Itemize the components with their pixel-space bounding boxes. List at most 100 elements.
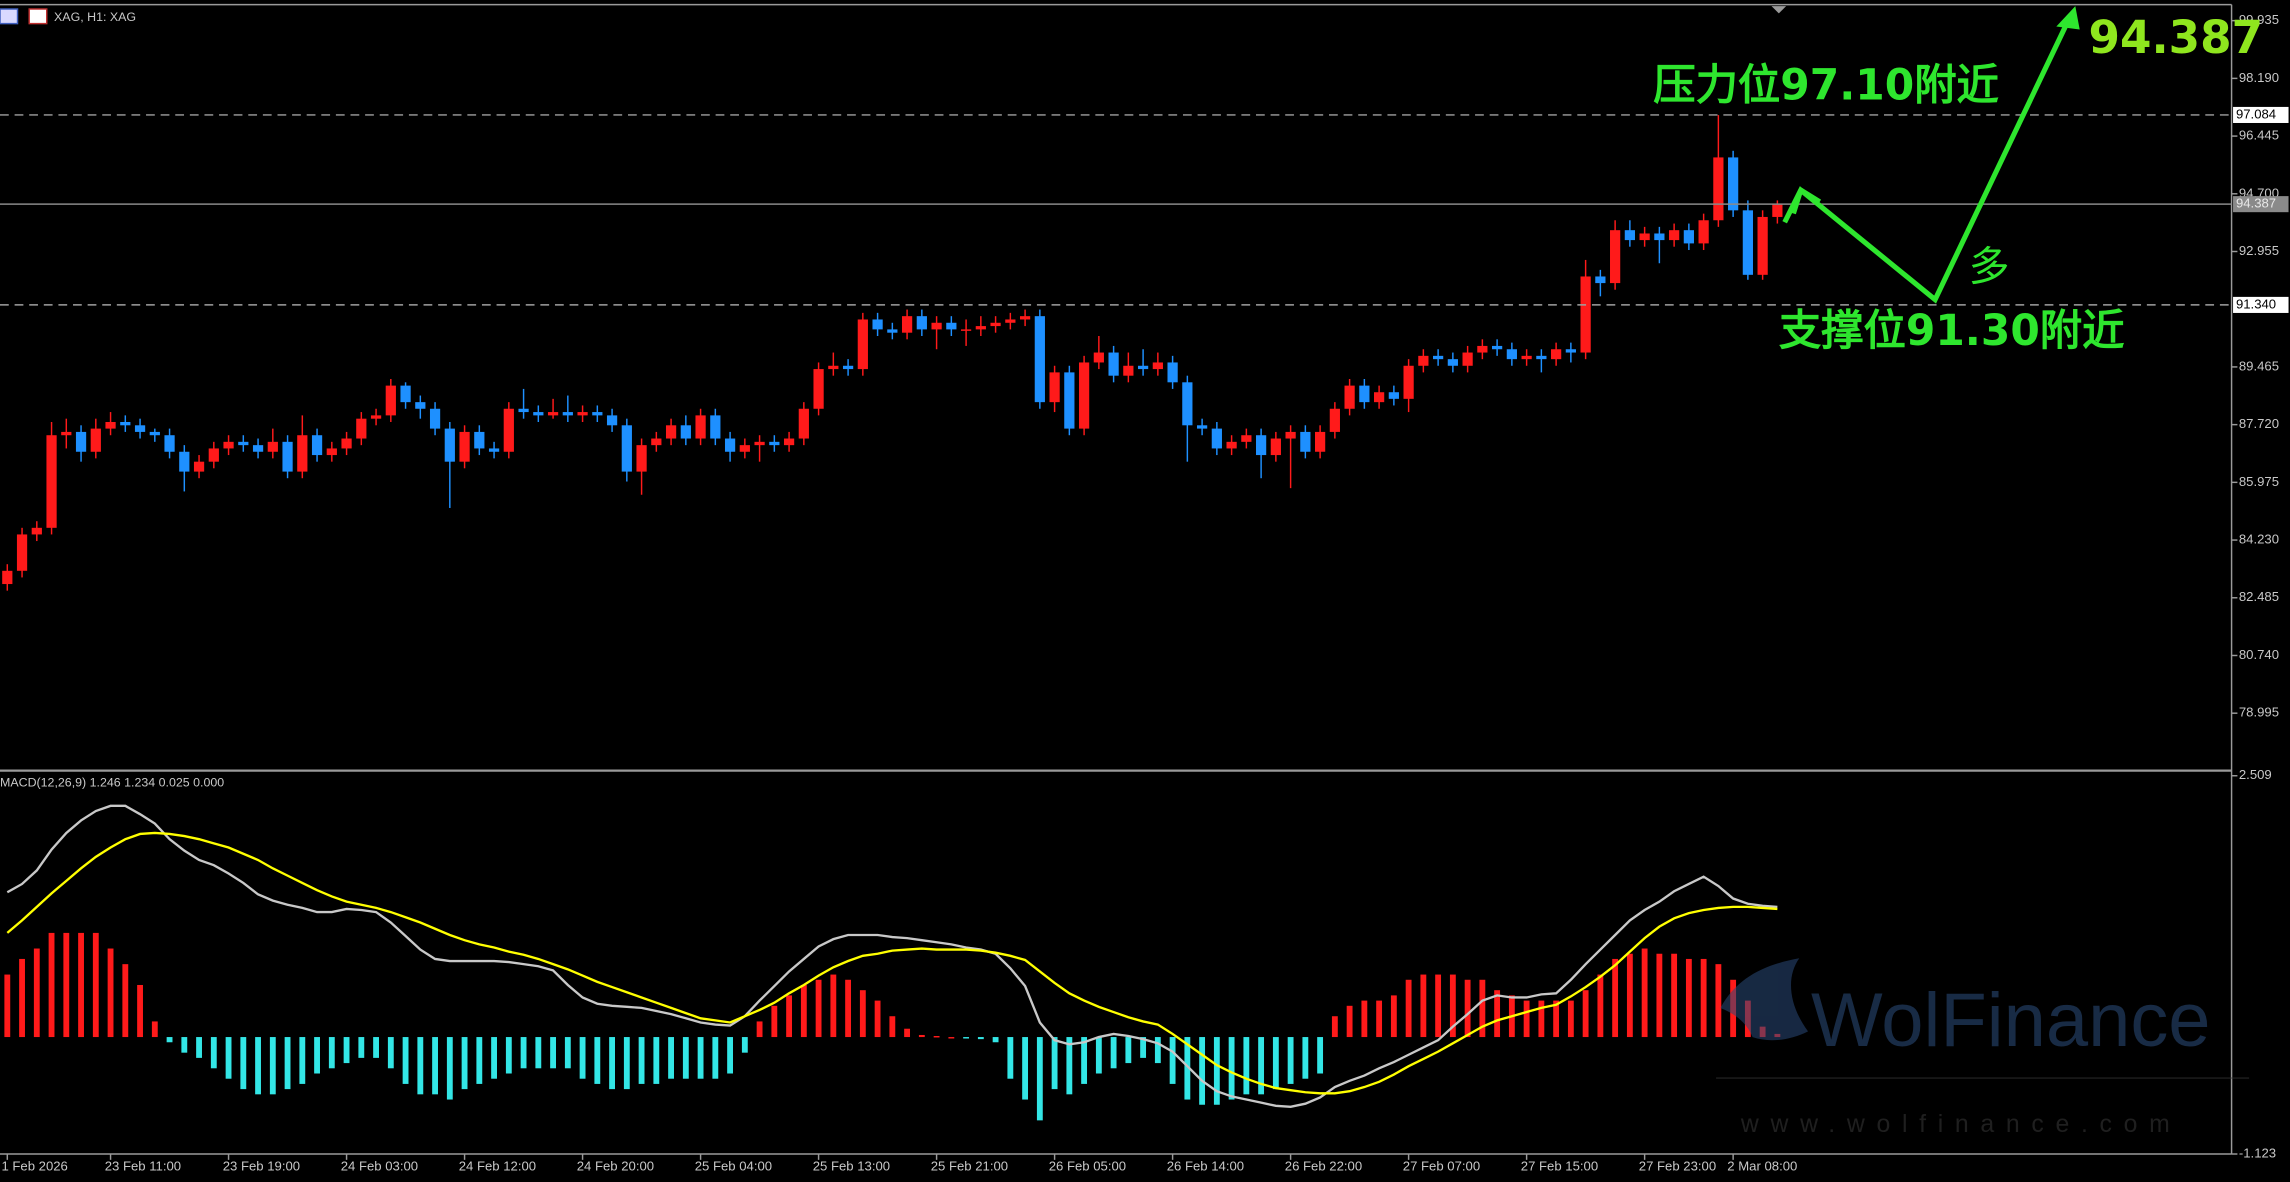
x-tick-label: 26 Feb 05:00: [1049, 1159, 1126, 1174]
histogram-bar: [1420, 974, 1427, 1038]
candle-body: [1123, 365, 1134, 376]
y-tick-label: 96.445: [2239, 128, 2279, 143]
candle-body: [577, 412, 588, 416]
histogram-bar: [815, 979, 822, 1038]
candle-body: [193, 461, 205, 472]
histogram-bar: [889, 1016, 896, 1038]
macd-title: MACD(12,26,9) 1.246 1.234 0.025 0.000: [0, 775, 224, 789]
histogram-bar: [1656, 953, 1663, 1038]
y-tick-label: 82.485: [2239, 589, 2279, 604]
histogram-bar: [520, 1037, 527, 1069]
histogram-bar: [1199, 1037, 1206, 1105]
candle-body: [1329, 408, 1340, 432]
target-note: 94.387: [2088, 11, 2263, 64]
histogram-bar: [963, 1037, 970, 1039]
candle-body: [1049, 372, 1060, 403]
candle-body: [901, 316, 913, 333]
histogram-bar: [4, 974, 11, 1038]
candle-body: [503, 408, 514, 452]
candle-body: [1433, 355, 1444, 360]
histogram-bar: [1376, 1000, 1383, 1038]
candle-body: [46, 435, 57, 528]
histogram-bar: [1597, 974, 1604, 1038]
x-tick-label: 26 Feb 14:00: [1167, 1159, 1244, 1174]
candle-body: [518, 408, 529, 413]
window-title: XAG, H1: XAG: [54, 10, 136, 24]
candle-body: [1698, 220, 1709, 244]
candle-body: [1669, 230, 1680, 241]
histogram-bar: [1154, 1037, 1161, 1064]
candle-body: [1477, 345, 1488, 353]
candle-body: [1211, 428, 1222, 449]
candle-body: [1285, 431, 1296, 439]
candle-body: [769, 441, 780, 446]
histogram-bar: [1007, 1037, 1014, 1079]
candle-body: [1492, 345, 1503, 350]
histogram-bar: [1346, 1005, 1353, 1038]
histogram-bar: [1567, 1000, 1574, 1038]
histogram-bar: [166, 1037, 173, 1043]
candle-body: [179, 451, 190, 472]
histogram-bar: [225, 1037, 232, 1079]
candle-body: [149, 431, 160, 436]
histogram-bar: [1258, 1037, 1265, 1095]
candle-body: [1551, 349, 1562, 360]
histogram-bar: [697, 1037, 704, 1079]
histogram-bar: [1715, 964, 1722, 1038]
histogram-bar: [1272, 1037, 1279, 1090]
candle-body: [975, 326, 986, 330]
histogram-bar: [771, 1005, 778, 1038]
candle-body: [1506, 349, 1517, 360]
x-tick-label: 25 Feb 04:00: [695, 1159, 772, 1174]
candle-body: [1772, 204, 1783, 217]
histogram-bar: [1331, 1016, 1338, 1038]
histogram-bar: [948, 1037, 955, 1039]
watermark-logo: [1720, 958, 1809, 1041]
histogram-bar: [1228, 1037, 1235, 1100]
histogram-bar: [1494, 990, 1501, 1038]
forecast-arrow: [1782, 13, 2074, 304]
candle-body: [695, 415, 706, 439]
histogram-bar: [181, 1037, 188, 1053]
price-level-label: 97.084: [2236, 106, 2276, 121]
watermark: WolFinance www.wolfinance.com: [1716, 958, 2250, 1138]
candle-body: [1728, 157, 1739, 211]
candle-body: [1255, 435, 1267, 456]
histogram-bar: [845, 979, 852, 1038]
histogram-bar: [417, 1037, 424, 1095]
candle-body: [1314, 431, 1326, 452]
candle-body: [533, 412, 544, 416]
x-tick-label: 23 Feb 11:00: [105, 1159, 181, 1174]
histogram-bar: [1553, 1000, 1560, 1038]
candle-body: [813, 369, 824, 409]
histogram-bar: [609, 1037, 615, 1090]
candle-body: [1462, 352, 1473, 366]
histogram-bar: [476, 1037, 483, 1084]
candle-body: [16, 534, 28, 571]
histogram-bar: [1317, 1037, 1324, 1074]
price-level-box: [2233, 106, 2289, 123]
y-tick-label: 99.935: [2239, 12, 2279, 27]
candle-body: [90, 428, 101, 452]
candle-body: [252, 445, 264, 452]
candle-body: [665, 425, 677, 439]
candle-body: [1388, 392, 1399, 399]
candle-body: [105, 421, 116, 429]
histogram-bar: [1287, 1037, 1294, 1084]
histogram-bar: [638, 1037, 645, 1084]
price-level-box: [2233, 296, 2289, 313]
histogram-bar: [1213, 1037, 1220, 1105]
support-note: 支撑位91.30附近: [1779, 306, 2125, 355]
icon: [0, 8, 19, 25]
candle-body: [61, 431, 72, 436]
watermark-brand: WolFinance: [1811, 978, 2211, 1063]
candle-body: [872, 319, 883, 330]
candle-body: [754, 441, 765, 446]
resistance-note: 压力位97.10附近: [1653, 61, 1999, 110]
histogram-bar: [1051, 1037, 1058, 1090]
candle-body: [1093, 352, 1104, 363]
candle-body: [341, 438, 352, 449]
histogram-bar: [432, 1037, 438, 1095]
candle-body: [710, 415, 721, 439]
candle-body: [562, 412, 573, 416]
